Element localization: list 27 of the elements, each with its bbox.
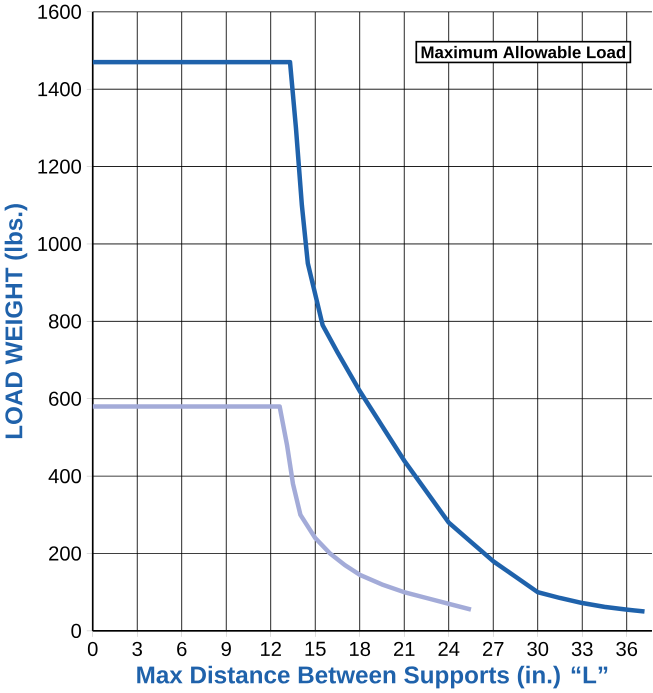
x-axis-title: Max Distance Between Supports (in.) “L” xyxy=(137,666,608,688)
y-axis-title: LOAD WEIGHT (lbs.) xyxy=(4,204,28,438)
y-tick-label: 1600 xyxy=(38,4,82,19)
line-series xyxy=(92,60,647,614)
y-tick-label: 0 xyxy=(71,624,82,638)
x-tick-label: 33 xyxy=(572,642,593,656)
x-tick-label: 36 xyxy=(616,642,638,656)
x-tick-label: 24 xyxy=(438,642,460,656)
x-tick-label: 21 xyxy=(394,642,415,656)
annotation: Maximum Allowable Load xyxy=(422,46,626,58)
x-tick-label: 27 xyxy=(483,642,504,656)
y-tick-label: 1200 xyxy=(38,159,82,174)
y-tick-label: 800 xyxy=(49,314,82,328)
x-tick-label: 30 xyxy=(527,642,548,656)
x-tick-label: 15 xyxy=(306,642,326,656)
x-tick-label: 18 xyxy=(350,642,370,656)
y-tick-label: 600 xyxy=(49,392,82,406)
x-tick-label: 9 xyxy=(222,642,231,656)
y-tick-label: 400 xyxy=(48,468,82,484)
x-tick-label: 3 xyxy=(132,642,142,656)
y-tick-label: 1000 xyxy=(38,236,82,252)
x-tick-label: 12 xyxy=(261,642,282,656)
line-series xyxy=(92,404,474,612)
x-tick-label: 0 xyxy=(88,642,98,656)
y-tick-label: 1400 xyxy=(38,82,82,96)
x-tick-label: 6 xyxy=(177,642,187,656)
y-tick-label: 200 xyxy=(49,546,82,561)
